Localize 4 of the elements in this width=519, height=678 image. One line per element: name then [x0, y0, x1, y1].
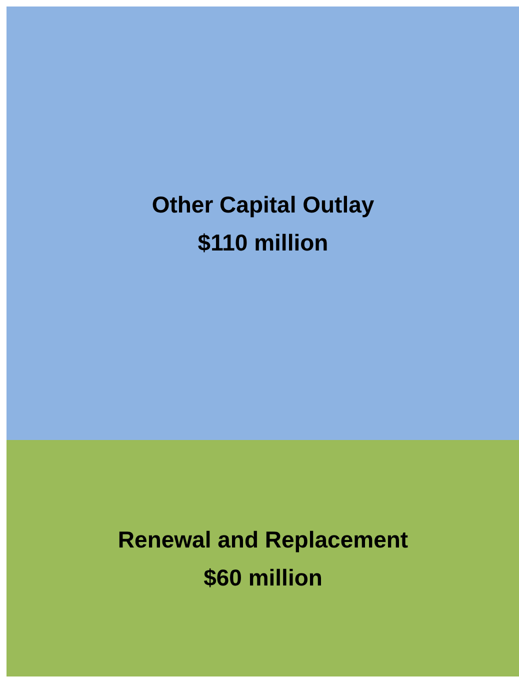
series-label: Other Capital Outlay	[152, 191, 374, 218]
series-label: Renewal and Replacement	[118, 526, 408, 552]
data-label: $110 million	[198, 229, 328, 256]
data-label: $60 million	[204, 564, 322, 590]
